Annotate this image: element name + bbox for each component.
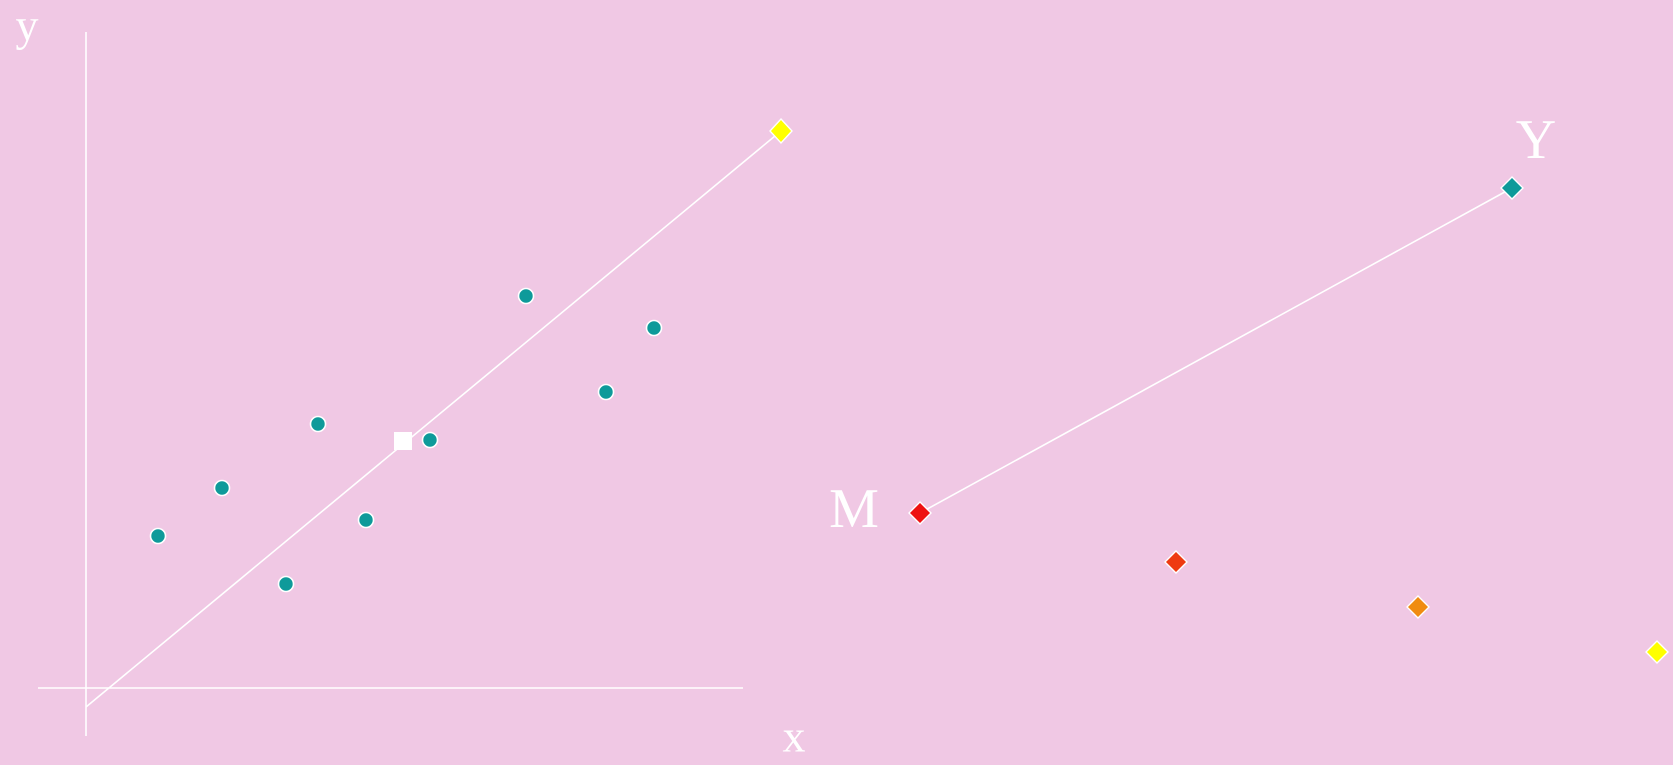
point [309,415,327,433]
regression-line [85,130,782,708]
diamond-yellow [1645,640,1669,664]
point [517,287,535,305]
point [149,527,167,545]
diamond-orange [1406,595,1430,619]
point [645,319,663,337]
target-label: Y [1516,109,1556,171]
diamond-orange-red [1164,550,1188,574]
line-end-diamond [769,117,793,145]
diamond-red [908,501,932,525]
point [357,511,375,529]
data-points [149,287,663,593]
point [421,431,439,449]
point [597,383,615,401]
point [277,575,295,593]
origin-label: M [829,478,879,540]
x-axis-label: x [783,711,806,762]
diamond-teal [1500,176,1524,200]
mean-square [394,432,412,450]
y-axis-label: y [16,0,39,51]
vector-line [919,187,1513,514]
point [213,479,231,497]
